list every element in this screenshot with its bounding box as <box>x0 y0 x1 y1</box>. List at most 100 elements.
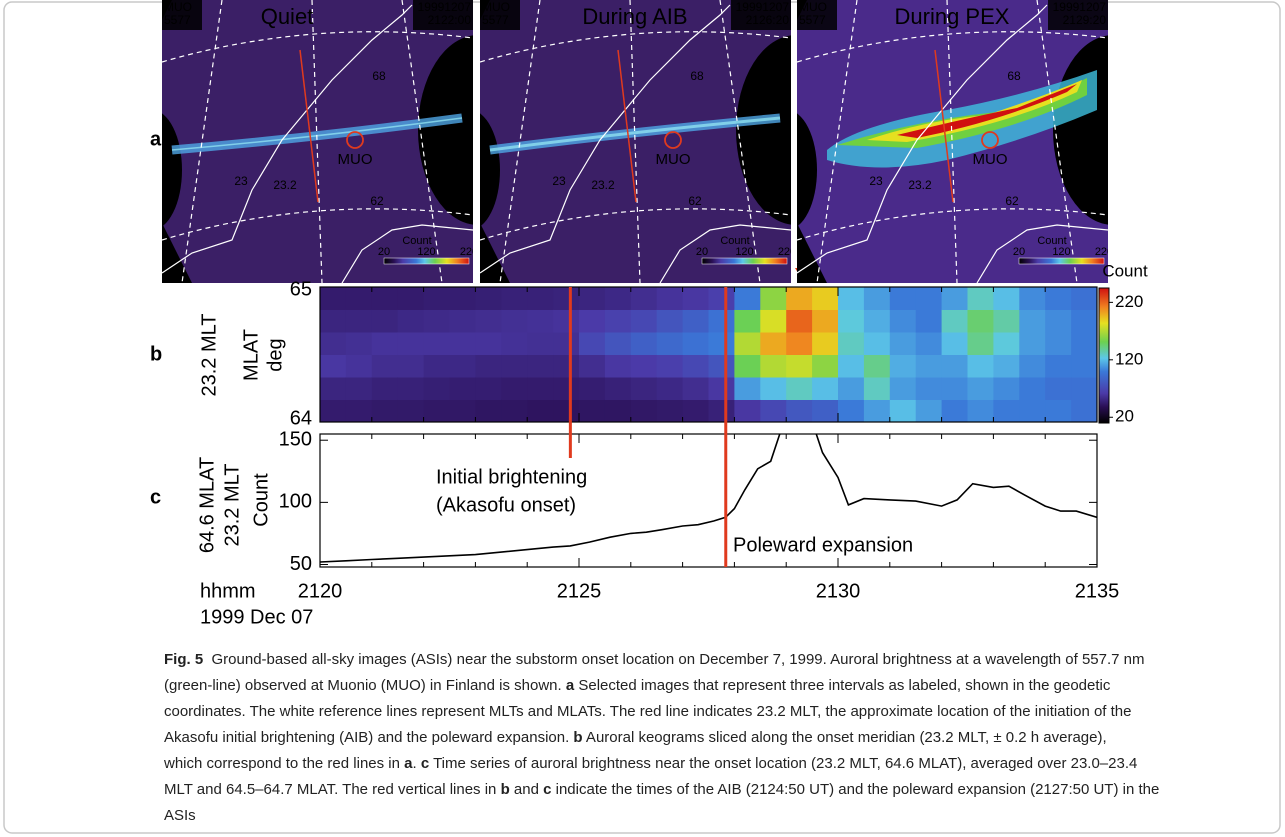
keogram-cell <box>760 377 787 400</box>
caption-text: c <box>543 781 551 798</box>
keogram-cell <box>708 332 735 355</box>
keogram-cell <box>786 399 813 423</box>
sky-edge <box>418 35 473 225</box>
grid-label: 23.2 <box>591 178 615 192</box>
keogram-cell <box>371 332 399 355</box>
wavelength: 5577 <box>799 13 826 27</box>
keogram-cell <box>553 287 580 310</box>
keogram-cell <box>889 399 917 423</box>
colorbar-tick-label: 220 <box>778 246 796 258</box>
keogram-cell <box>371 399 399 423</box>
caption-text: Auroral keograms sliced along the onset … <box>583 729 1107 746</box>
coastline <box>659 224 791 283</box>
keogram-cell <box>553 399 580 423</box>
keogram-cell <box>993 354 1020 378</box>
coastline <box>341 224 473 283</box>
keogram-cell <box>371 377 399 400</box>
keogram-cell <box>1071 309 1098 333</box>
wavelength: 5577 <box>482 13 509 27</box>
keogram-cell <box>863 354 891 378</box>
keogram-cell <box>371 354 399 378</box>
caption-text: Fig. 5 <box>164 651 203 668</box>
keogram-cell <box>838 377 865 400</box>
keogram-cell <box>501 287 528 310</box>
keogram-cell <box>527 332 554 355</box>
colorbar-title: Count <box>1037 235 1066 247</box>
mlt-line <box>946 0 958 283</box>
y-axis-label: Count <box>250 473 272 527</box>
keogram-cell <box>397 287 425 310</box>
keogram-cell <box>863 287 891 310</box>
grid-label: 68 <box>690 69 704 83</box>
image-time: 2126:20 <box>746 13 790 27</box>
colorbar <box>701 257 788 265</box>
keogram-cell <box>838 309 865 333</box>
coastline <box>797 4 1048 274</box>
keogram-cell <box>1019 332 1046 355</box>
keogram-cell <box>630 399 658 423</box>
keogram-cell <box>656 287 684 310</box>
keogram-cell <box>423 399 450 423</box>
keogram-cell <box>604 309 632 333</box>
keogram-cell <box>501 377 528 400</box>
keogram-cell <box>527 309 554 333</box>
x-tick-label: 2120 <box>298 580 343 602</box>
keogram-cell <box>734 332 761 355</box>
caption-line: which correspond to the red lines in a. … <box>163 755 1137 772</box>
x-tick-label: 2125 <box>557 580 602 602</box>
label-box <box>797 0 837 30</box>
keogram-cell <box>475 354 502 378</box>
panel-label: a <box>150 128 162 150</box>
keogram-cell <box>941 377 968 400</box>
sky-edge <box>736 35 791 225</box>
annotation: Initial brightening <box>436 466 587 488</box>
keogram-cell <box>915 377 943 400</box>
keogram-cell <box>527 399 554 423</box>
caption-line: coordinates. The white reference lines r… <box>164 703 1131 720</box>
keogram-cell <box>397 309 425 333</box>
caption-text: coordinates. The white reference lines r… <box>164 703 1131 720</box>
mlat-line <box>797 31 1108 63</box>
image-date: 19991207 <box>418 0 472 14</box>
keogram-cell <box>941 354 968 378</box>
keogram-cell <box>604 399 632 423</box>
keogram-cell <box>812 399 839 423</box>
caption-text: . <box>412 755 420 772</box>
caption-text: a <box>404 755 413 772</box>
keogram-cell <box>397 399 425 423</box>
mlt-line <box>719 0 761 283</box>
keogram-cell <box>1071 287 1098 310</box>
keogram-cell <box>708 354 735 378</box>
keogram-cell <box>760 287 787 310</box>
keogram-cell <box>889 287 917 310</box>
keogram-cell <box>863 377 891 400</box>
keogram-cell <box>993 287 1020 310</box>
colorbar-title: Count <box>720 235 749 247</box>
wavelength: 5577 <box>164 13 191 27</box>
mlt-line <box>311 0 323 283</box>
keogram-cell <box>579 399 606 423</box>
keogram-cell <box>449 377 476 400</box>
keogram-cell <box>449 332 476 355</box>
colorbar-tick-label: 120 <box>1052 246 1070 258</box>
y-axis-label: 23.2 MLT <box>221 464 243 547</box>
grid-label: 62 <box>370 194 384 208</box>
keogram-cell <box>656 332 684 355</box>
keogram-cell <box>838 354 865 378</box>
keogram-cell <box>423 287 450 310</box>
image-title: During PEX <box>895 4 1010 29</box>
grid-label: 00 <box>756 175 770 189</box>
station-label: MUO <box>338 151 373 168</box>
keogram-cell <box>708 309 735 333</box>
aurora <box>867 80 1082 142</box>
keogram-cell <box>708 287 735 310</box>
keogram-cell <box>475 287 502 310</box>
caption-text: and <box>510 781 543 798</box>
coastline <box>976 224 1108 283</box>
keogram-cell <box>604 287 632 310</box>
keogram-cell <box>760 309 787 333</box>
keogram-cell <box>320 377 347 400</box>
keogram-cell <box>579 332 606 355</box>
